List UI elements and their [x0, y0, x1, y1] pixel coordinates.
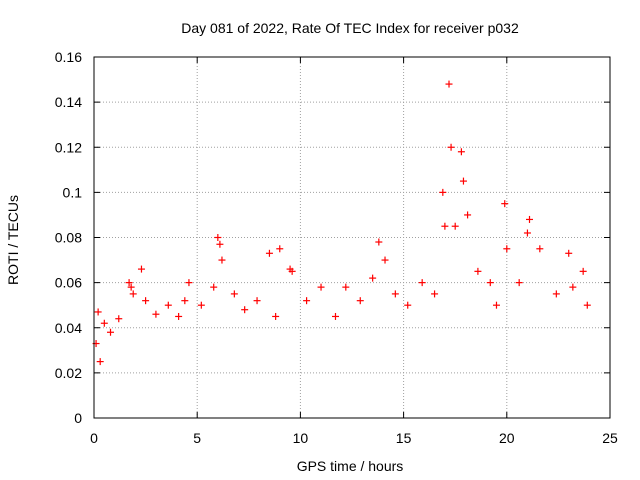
y-tick-label: 0.08: [55, 230, 82, 246]
data-point: [503, 245, 511, 253]
data-point: [536, 245, 544, 253]
x-tick-label: 25: [602, 430, 618, 446]
data-point: [342, 283, 350, 291]
data-point: [197, 301, 205, 309]
x-axis-label: GPS time / hours: [297, 458, 404, 474]
data-point: [331, 312, 339, 320]
x-tick-label: 15: [396, 430, 412, 446]
grid: [94, 57, 610, 418]
y-tick-label: 0.04: [55, 320, 82, 336]
data-point: [272, 312, 280, 320]
x-tick-label: 10: [293, 430, 309, 446]
data-point: [464, 211, 472, 219]
data-point: [501, 200, 509, 208]
y-axis-label: ROTI / TECUs: [5, 195, 21, 285]
data-point: [125, 279, 133, 287]
y-tick-label: 0.1: [63, 184, 83, 200]
data-point: [515, 279, 523, 287]
data-point: [583, 301, 591, 309]
data-point: [526, 215, 534, 223]
data-point: [447, 143, 455, 151]
data-point: [381, 256, 389, 264]
data-point: [152, 310, 160, 318]
y-tick-label: 0: [74, 410, 82, 426]
x-tick-label: 20: [499, 430, 515, 446]
data-point: [241, 306, 249, 314]
x-tick-label: 5: [193, 430, 201, 446]
ticks: 0 5 10 15 20 25 0 0.02 0.04 0.06 0.08 0.1 0.12 0.14 0.…: [55, 49, 618, 446]
data-point: [218, 256, 226, 264]
data-point: [142, 297, 150, 305]
data-point: [181, 297, 189, 305]
data-point: [100, 319, 108, 327]
data-point: [474, 267, 482, 275]
data-point: [94, 308, 102, 316]
data-point: [523, 229, 531, 237]
data-point: [569, 283, 577, 291]
data-point: [418, 279, 426, 287]
y-tick-label: 0.02: [55, 365, 82, 381]
data-point: [175, 312, 183, 320]
data-point: [115, 315, 123, 323]
data-point: [579, 267, 587, 275]
data-point: [486, 279, 494, 287]
data-point: [459, 177, 467, 185]
data-point: [303, 297, 311, 305]
data-point: [492, 301, 500, 309]
data-point: [253, 297, 261, 305]
data-point: [445, 80, 453, 88]
data-point: [276, 245, 284, 253]
data-points: [92, 80, 591, 366]
data-point: [129, 290, 137, 298]
data-point: [457, 148, 465, 156]
data-point: [265, 249, 273, 257]
data-point: [565, 249, 573, 257]
data-point: [216, 240, 224, 248]
data-point: [164, 301, 172, 309]
y-tick-label: 0.12: [55, 139, 82, 155]
data-point: [404, 301, 412, 309]
y-tick-label: 0.06: [55, 275, 82, 291]
data-point: [127, 283, 135, 291]
data-point: [137, 265, 145, 273]
x-tick-label: 0: [90, 430, 98, 446]
data-point: [317, 283, 325, 291]
data-point: [288, 267, 296, 275]
data-point: [375, 238, 383, 246]
data-point: [369, 274, 377, 282]
chart-title: Day 081 of 2022, Rate Of TEC Index for r…: [181, 20, 519, 36]
data-point: [210, 283, 218, 291]
y-tick-label: 0.16: [55, 49, 82, 65]
data-point: [185, 279, 193, 287]
data-point: [439, 188, 447, 196]
data-point: [431, 290, 439, 298]
y-tick-label: 0.14: [55, 94, 82, 110]
data-point: [441, 222, 449, 230]
data-point: [107, 328, 115, 336]
data-point: [552, 290, 560, 298]
data-point: [96, 358, 104, 366]
data-point: [214, 234, 222, 241]
data-point: [451, 222, 459, 230]
data-point: [356, 297, 364, 305]
data-point: [230, 290, 238, 298]
data-point: [391, 290, 399, 298]
